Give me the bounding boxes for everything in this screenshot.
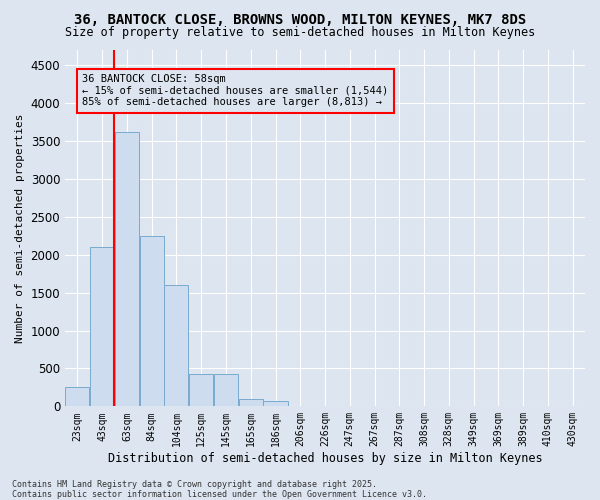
- Bar: [263, 401, 287, 406]
- Bar: [164, 285, 188, 406]
- Text: 36 BANTOCK CLOSE: 58sqm
← 15% of semi-detached houses are smaller (1,544)
85% of: 36 BANTOCK CLOSE: 58sqm ← 15% of semi-de…: [82, 74, 389, 108]
- Bar: [239, 399, 263, 406]
- Text: Size of property relative to semi-detached houses in Milton Keynes: Size of property relative to semi-detach…: [65, 26, 535, 39]
- X-axis label: Distribution of semi-detached houses by size in Milton Keynes: Distribution of semi-detached houses by …: [108, 452, 542, 465]
- Bar: [140, 236, 164, 406]
- Bar: [115, 132, 139, 406]
- Text: 36, BANTOCK CLOSE, BROWNS WOOD, MILTON KEYNES, MK7 8DS: 36, BANTOCK CLOSE, BROWNS WOOD, MILTON K…: [74, 12, 526, 26]
- Bar: [90, 247, 114, 406]
- Bar: [65, 388, 89, 406]
- Text: Contains HM Land Registry data © Crown copyright and database right 2025.
Contai: Contains HM Land Registry data © Crown c…: [12, 480, 427, 499]
- Bar: [214, 374, 238, 406]
- Bar: [189, 374, 213, 406]
- Y-axis label: Number of semi-detached properties: Number of semi-detached properties: [15, 114, 25, 343]
